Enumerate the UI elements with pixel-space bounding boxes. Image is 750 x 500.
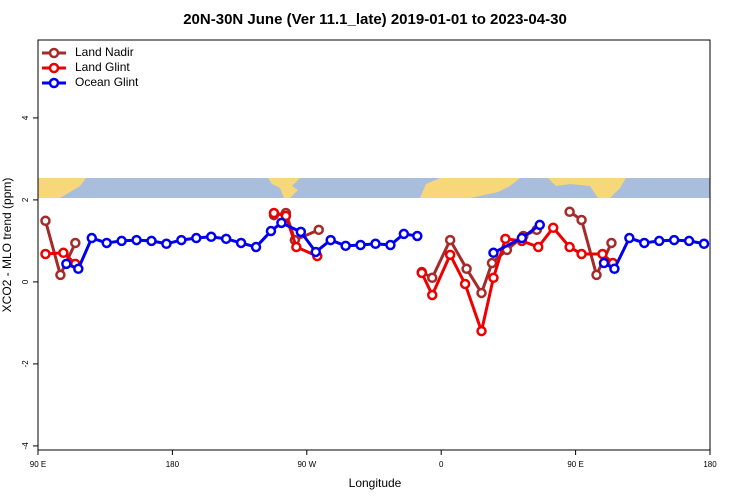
legend-marker: [48, 47, 60, 59]
data-point: [606, 237, 617, 249]
legend-label: Land Glint: [75, 60, 130, 74]
legend-marker: [48, 77, 60, 89]
data-point: [683, 235, 695, 247]
data-point: [176, 234, 187, 246]
data-point: [220, 233, 232, 245]
data-point: [412, 230, 423, 242]
data-point: [500, 233, 511, 245]
data-point: [73, 263, 84, 275]
data-point: [268, 207, 280, 219]
data-point: [598, 257, 610, 269]
data-point: [101, 237, 112, 249]
data-point: [488, 272, 499, 284]
map-strip: [38, 178, 710, 198]
data-point: [398, 228, 410, 240]
data-point: [653, 235, 665, 247]
ocean-strip: [38, 178, 710, 198]
legend-marker: [48, 62, 60, 74]
data-point: [205, 231, 217, 243]
data-point: [325, 234, 336, 246]
data-point: [476, 287, 487, 299]
data-point: [86, 232, 98, 244]
data-point: [668, 234, 680, 246]
plot-frame: [37, 39, 711, 451]
data-point: [639, 237, 650, 249]
data-point: [476, 325, 487, 337]
y-tick-label: 4: [21, 115, 30, 120]
data-point: [58, 247, 69, 259]
data-point: [61, 258, 72, 270]
data-point: [295, 226, 307, 238]
data-point: [280, 210, 292, 222]
y-tick-label: 2: [21, 197, 30, 202]
data-point: [355, 239, 366, 251]
y-tick-label: -2: [21, 360, 30, 368]
data-point: [385, 239, 396, 251]
data-point: [516, 232, 528, 244]
data-point: [564, 241, 575, 253]
data-point: [40, 215, 51, 227]
land-shape: [268, 178, 300, 198]
x-tick-label: 90 E: [567, 460, 583, 469]
data-point: [116, 235, 127, 247]
land-shape: [420, 178, 520, 198]
legend-label: Land Nadir: [75, 45, 134, 59]
y-axis-label: XCO2 - MLO trend (ppm): [0, 178, 14, 313]
data-point: [426, 272, 438, 284]
data-point: [444, 234, 456, 246]
data-point: [146, 235, 157, 247]
land-shape: [548, 178, 626, 198]
data-point: [459, 278, 471, 290]
data-point: [444, 249, 456, 261]
data-point: [291, 241, 302, 253]
data-point: [547, 222, 559, 234]
x-tick-label: 90 W: [297, 460, 316, 469]
data-point: [370, 238, 381, 250]
data-point: [597, 248, 608, 260]
data-point: [310, 246, 322, 258]
data-point: [488, 247, 499, 259]
data-point: [55, 269, 66, 281]
data-point: [265, 225, 277, 237]
data-point: [340, 240, 351, 252]
data-point: [250, 241, 262, 253]
data-point: [40, 248, 51, 260]
data-point: [161, 238, 172, 250]
data-point: [461, 263, 472, 275]
data-point: [534, 219, 546, 231]
data-point: [70, 237, 81, 249]
data-point: [624, 232, 635, 244]
data-point: [191, 232, 202, 244]
data-point: [564, 206, 575, 218]
data-point: [131, 234, 142, 246]
data-point: [235, 237, 247, 249]
x-axis-label: Longitude: [349, 476, 402, 490]
x-tick-label: 180: [703, 460, 717, 469]
legend-label: Ocean Glint: [75, 75, 139, 89]
data-point: [576, 248, 587, 260]
data-point: [486, 257, 498, 269]
data-point: [313, 224, 324, 236]
data-point: [276, 217, 287, 229]
x-tick-label: 0: [439, 460, 444, 469]
x-tick-label: 180: [166, 460, 180, 469]
y-tick-label: -4: [21, 442, 30, 450]
land-shape: [38, 178, 86, 198]
data-point: [591, 269, 602, 281]
data-point: [609, 263, 620, 275]
data-point: [698, 238, 710, 250]
data-point: [426, 289, 438, 301]
chart-title: 20N-30N June (Ver 11.1_late) 2019-01-01 …: [183, 11, 567, 28]
data-point: [533, 241, 544, 253]
y-tick-label: 0: [21, 279, 30, 284]
x-tick-label: 90 E: [30, 460, 46, 469]
data-point: [576, 214, 587, 226]
data-point: [416, 267, 428, 279]
